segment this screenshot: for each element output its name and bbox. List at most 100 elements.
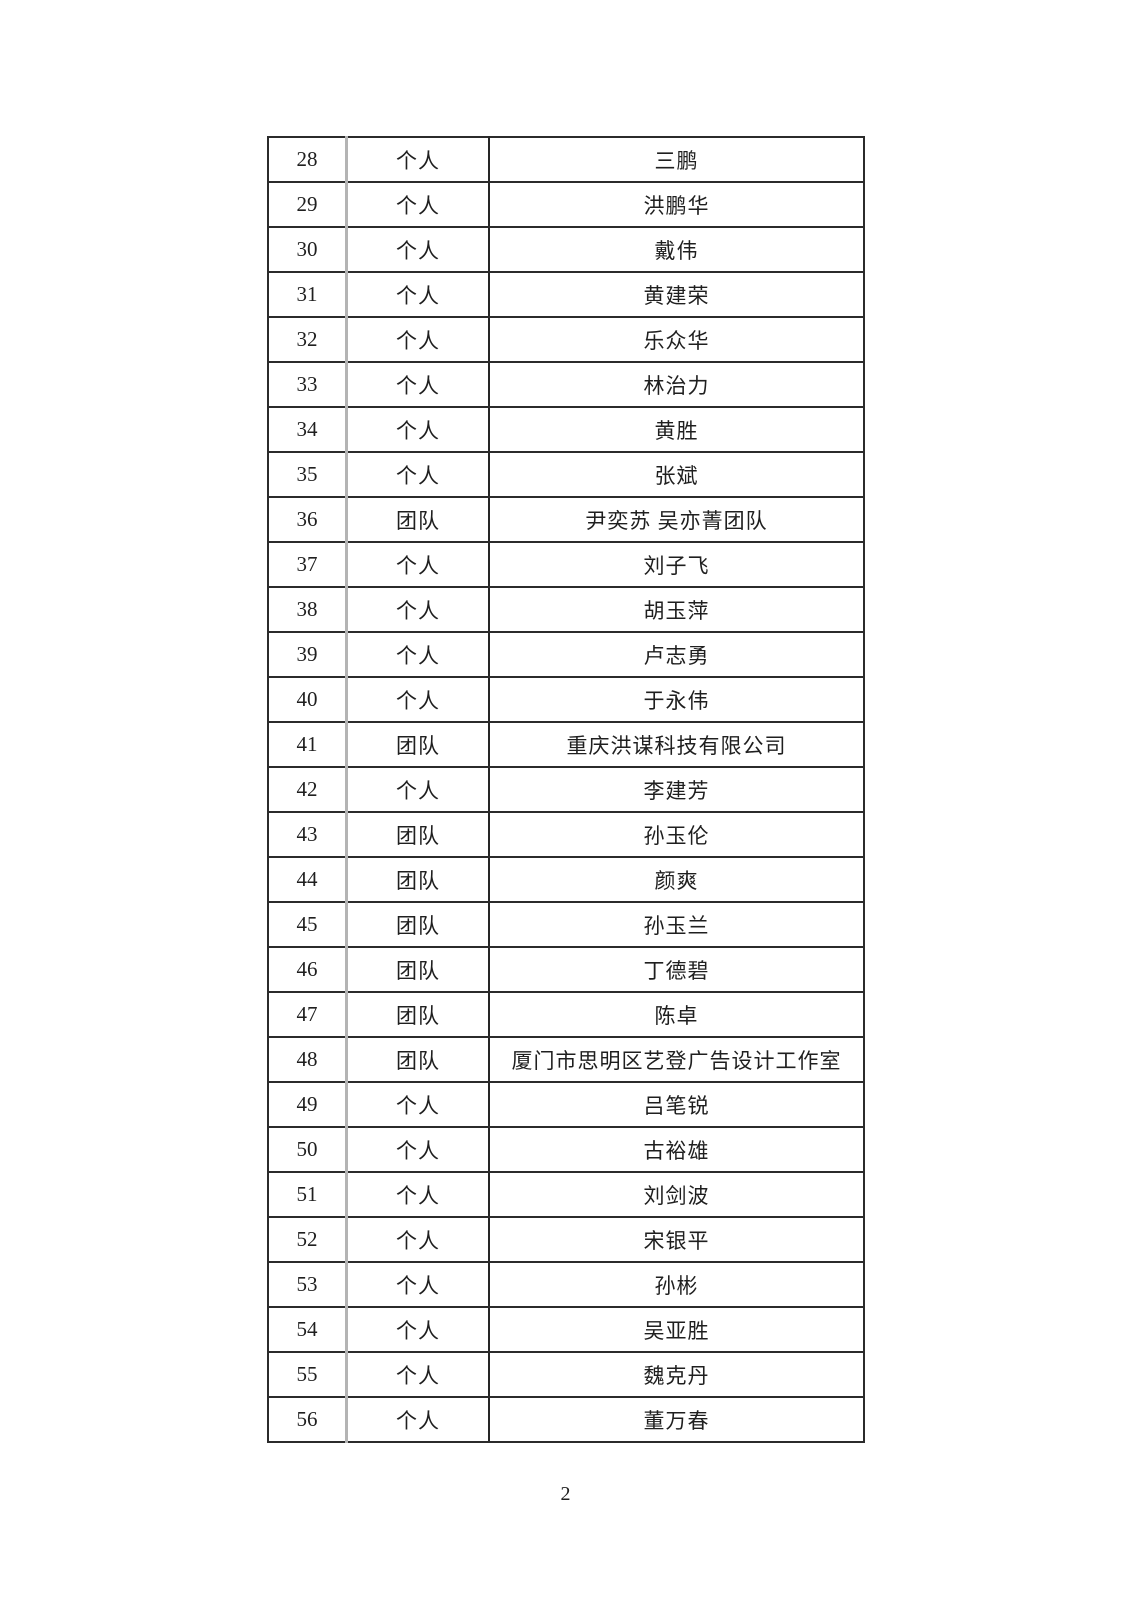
- row-number-cell: 30: [268, 226, 348, 273]
- table-row: 47 团队 陈卓: [268, 991, 864, 1038]
- table-row: 29 个人 洪鹏华: [268, 181, 864, 228]
- row-number-cell: 29: [268, 181, 348, 228]
- row-type-cell: 个人: [346, 1396, 490, 1443]
- row-number-cell: 41: [268, 721, 348, 768]
- table-row: 56 个人 董万春: [268, 1396, 864, 1443]
- row-type-cell: 团队: [346, 1036, 490, 1083]
- row-number-cell: 47: [268, 991, 348, 1038]
- row-type-cell: 个人: [346, 1081, 490, 1128]
- row-number-cell: 45: [268, 901, 348, 948]
- row-type-cell: 个人: [346, 541, 490, 588]
- row-name-cell: 陈卓: [489, 991, 864, 1038]
- row-type-cell: 团队: [346, 856, 490, 903]
- row-name-cell: 三鹏: [489, 136, 864, 183]
- table-row: 36 团队 尹奕苏 吴亦菁团队: [268, 496, 864, 543]
- row-name-cell: 洪鹏华: [489, 181, 864, 228]
- row-type-cell: 个人: [346, 676, 490, 723]
- row-number-cell: 34: [268, 406, 348, 453]
- entries-table: 28 个人 三鹏 29 个人 洪鹏华 30 个人 戴伟 31 个人 黄建荣 32…: [267, 136, 865, 1443]
- row-number-cell: 50: [268, 1126, 348, 1173]
- row-number-cell: 33: [268, 361, 348, 408]
- page-number: 2: [560, 1483, 571, 1505]
- table-row: 31 个人 黄建荣: [268, 271, 864, 318]
- row-number-cell: 46: [268, 946, 348, 993]
- row-name-cell: 重庆洪谋科技有限公司: [489, 721, 864, 768]
- table-row: 35 个人 张斌: [268, 451, 864, 498]
- table-row: 41 团队 重庆洪谋科技有限公司: [268, 721, 864, 768]
- row-name-cell: 张斌: [489, 451, 864, 498]
- table-row: 33 个人 林治力: [268, 361, 864, 408]
- row-number-cell: 28: [268, 136, 348, 183]
- row-number-cell: 39: [268, 631, 348, 678]
- table-row: 52 个人 宋银平: [268, 1216, 864, 1263]
- row-name-cell: 厦门市思明区艺登广告设计工作室: [489, 1036, 864, 1083]
- row-number-cell: 42: [268, 766, 348, 813]
- row-type-cell: 个人: [346, 1351, 490, 1398]
- table-row: 44 团队 颜爽: [268, 856, 864, 903]
- row-type-cell: 个人: [346, 361, 490, 408]
- table-row: 28 个人 三鹏: [268, 136, 864, 183]
- row-name-cell: 孙玉伦: [489, 811, 864, 858]
- row-type-cell: 个人: [346, 406, 490, 453]
- row-type-cell: 个人: [346, 1216, 490, 1263]
- row-name-cell: 于永伟: [489, 676, 864, 723]
- row-number-cell: 38: [268, 586, 348, 633]
- table-row: 30 个人 戴伟: [268, 226, 864, 273]
- row-name-cell: 卢志勇: [489, 631, 864, 678]
- row-type-cell: 个人: [346, 136, 490, 183]
- row-name-cell: 古裕雄: [489, 1126, 864, 1173]
- table-row: 42 个人 李建芳: [268, 766, 864, 813]
- row-number-cell: 48: [268, 1036, 348, 1083]
- row-type-cell: 团队: [346, 721, 490, 768]
- table-row: 45 团队 孙玉兰: [268, 901, 864, 948]
- row-type-cell: 个人: [346, 1126, 490, 1173]
- entries-table-body: 28 个人 三鹏 29 个人 洪鹏华 30 个人 戴伟 31 个人 黄建荣 32…: [268, 136, 864, 1443]
- row-name-cell: 戴伟: [489, 226, 864, 273]
- table-row: 53 个人 孙彬: [268, 1261, 864, 1308]
- row-type-cell: 团队: [346, 946, 490, 993]
- row-name-cell: 乐众华: [489, 316, 864, 363]
- row-number-cell: 37: [268, 541, 348, 588]
- row-number-cell: 43: [268, 811, 348, 858]
- row-name-cell: 黄建荣: [489, 271, 864, 318]
- table-row: 39 个人 卢志勇: [268, 631, 864, 678]
- table-row: 55 个人 魏克丹: [268, 1351, 864, 1398]
- table-row: 38 个人 胡玉萍: [268, 586, 864, 633]
- row-type-cell: 个人: [346, 1306, 490, 1353]
- row-name-cell: 林治力: [489, 361, 864, 408]
- row-name-cell: 刘剑波: [489, 1171, 864, 1218]
- row-number-cell: 35: [268, 451, 348, 498]
- row-number-cell: 53: [268, 1261, 348, 1308]
- row-type-cell: 团队: [346, 991, 490, 1038]
- table-row: 51 个人 刘剑波: [268, 1171, 864, 1218]
- row-type-cell: 团队: [346, 901, 490, 948]
- row-number-cell: 56: [268, 1396, 348, 1443]
- row-type-cell: 个人: [346, 226, 490, 273]
- row-name-cell: 董万春: [489, 1396, 864, 1443]
- row-name-cell: 胡玉萍: [489, 586, 864, 633]
- row-number-cell: 40: [268, 676, 348, 723]
- row-name-cell: 吕笔锐: [489, 1081, 864, 1128]
- table-row: 43 团队 孙玉伦: [268, 811, 864, 858]
- row-name-cell: 丁德碧: [489, 946, 864, 993]
- row-number-cell: 55: [268, 1351, 348, 1398]
- table-row: 48 团队 厦门市思明区艺登广告设计工作室: [268, 1036, 864, 1083]
- row-number-cell: 36: [268, 496, 348, 543]
- row-type-cell: 团队: [346, 811, 490, 858]
- row-name-cell: 尹奕苏 吴亦菁团队: [489, 496, 864, 543]
- row-type-cell: 团队: [346, 496, 490, 543]
- row-number-cell: 52: [268, 1216, 348, 1263]
- table-row: 40 个人 于永伟: [268, 676, 864, 723]
- table-row: 49 个人 吕笔锐: [268, 1081, 864, 1128]
- row-name-cell: 李建芳: [489, 766, 864, 813]
- table-row: 54 个人 吴亚胜: [268, 1306, 864, 1353]
- row-type-cell: 个人: [346, 1171, 490, 1218]
- row-type-cell: 个人: [346, 316, 490, 363]
- table-row: 46 团队 丁德碧: [268, 946, 864, 993]
- row-number-cell: 31: [268, 271, 348, 318]
- row-name-cell: 颜爽: [489, 856, 864, 903]
- row-number-cell: 51: [268, 1171, 348, 1218]
- table-row: 32 个人 乐众华: [268, 316, 864, 363]
- table-row: 37 个人 刘子飞: [268, 541, 864, 588]
- row-name-cell: 魏克丹: [489, 1351, 864, 1398]
